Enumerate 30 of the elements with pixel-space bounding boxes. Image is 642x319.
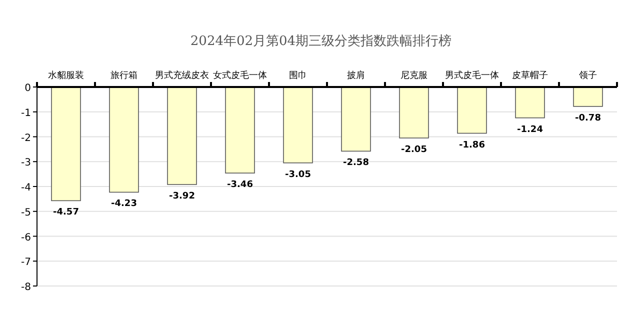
x-tick-label: 男式充绒皮衣 xyxy=(155,70,209,81)
x-tick-label: 男式皮毛一体 xyxy=(445,70,499,81)
x-tick-label: 旅行箱 xyxy=(110,70,138,81)
data-label: -0.78 xyxy=(575,113,601,124)
y-tick-label: -5 xyxy=(21,207,31,218)
y-tick-label: -1 xyxy=(21,108,31,119)
data-label: -4.23 xyxy=(111,199,137,210)
data-label: -3.05 xyxy=(285,170,311,180)
data-label: -1.86 xyxy=(459,140,485,150)
data-label: -2.05 xyxy=(401,144,427,155)
y-tick-label: -8 xyxy=(21,282,31,293)
x-tick-label: 女式皮毛一体 xyxy=(213,70,267,81)
x-tick-label: 尼克服 xyxy=(400,70,428,81)
x-tick-label: 披肩 xyxy=(347,70,365,81)
y-tick-label: -2 xyxy=(21,132,31,144)
data-label: -3.92 xyxy=(169,192,195,202)
y-tick-label: 0 xyxy=(24,83,31,94)
data-label: -4.57 xyxy=(53,208,79,218)
data-label: -3.46 xyxy=(227,180,253,190)
data-label: -1.24 xyxy=(517,124,543,135)
y-tick-label: -4 xyxy=(21,182,31,194)
data-label: -2.58 xyxy=(343,158,369,168)
x-tick-label: 领子 xyxy=(579,70,597,81)
y-tick-label: -6 xyxy=(21,232,31,244)
x-tick-label: 围巾 xyxy=(289,70,307,81)
chart-title: 2024年02月第04期三级分类指数跌幅排行榜 xyxy=(190,34,452,49)
y-tick-label: -7 xyxy=(21,257,31,268)
y-tick-label: -3 xyxy=(21,158,31,169)
x-tick-label: 水貂服装 xyxy=(48,70,84,81)
x-tick-label: 皮草帽子 xyxy=(512,70,548,81)
